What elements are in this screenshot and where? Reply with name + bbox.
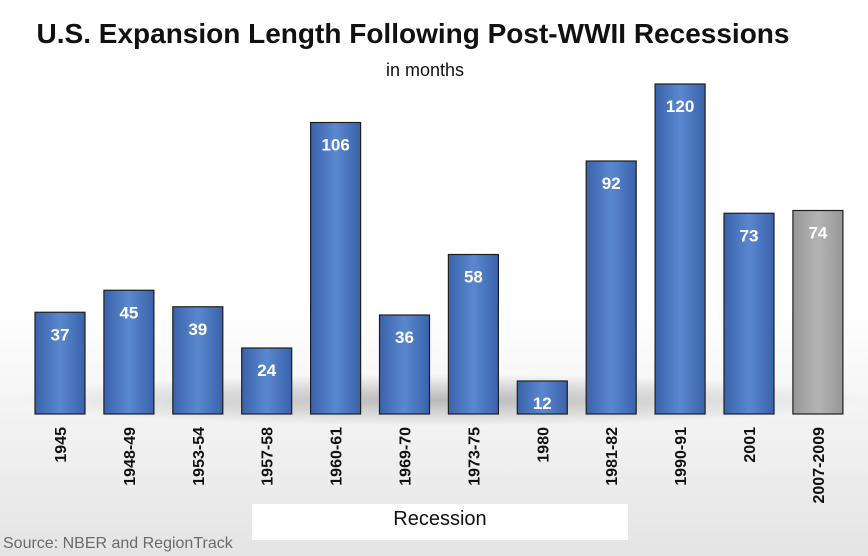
x-tick-label-1960-61: 1960-61 — [329, 427, 346, 486]
x-tick-label-1957-58: 1957-58 — [260, 427, 277, 486]
x-tick-label-1945: 1945 — [53, 427, 70, 463]
bar-2001 — [723, 212, 775, 415]
bar-1948-49 — [103, 289, 155, 415]
x-tick-labels: 1945 1948-49 1953-54 1957-58 1960-61 1969-70 1… — [53, 427, 828, 504]
bar-1957-58 — [241, 347, 293, 415]
data-label-2001: 73 — [740, 226, 759, 245]
data-label-1990-91: 120 — [666, 97, 694, 116]
bar-1990-91 — [654, 83, 706, 415]
x-tick-label-1948-49: 1948-49 — [122, 427, 139, 486]
data-labels-layer: 37 45 39 24 106 36 58 12 92 120 73 74 — [51, 97, 828, 413]
data-label-1969-70: 36 — [395, 328, 414, 347]
x-tick-label-2001: 2001 — [742, 427, 759, 463]
bar-1960-61 — [310, 121, 362, 415]
chart-subtitle: in months — [385, 60, 465, 80]
bar-2007-2009 — [792, 209, 844, 415]
bars-layer — [10, 83, 868, 426]
data-label-1948-49: 45 — [119, 303, 138, 322]
x-tick-label-1980: 1980 — [535, 427, 552, 463]
data-label-1953-54: 39 — [188, 320, 207, 339]
data-label-1960-61: 106 — [321, 136, 349, 155]
bar-1969-70 — [378, 314, 431, 415]
x-tick-label-1973-75: 1973-75 — [466, 427, 483, 486]
data-label-1981-82: 92 — [602, 174, 621, 193]
x-axis-label-background — [252, 504, 628, 540]
x-tick-label-1953-54: 1953-54 — [191, 427, 208, 486]
source-note: Source: NBER and RegionTrack — [3, 535, 233, 552]
x-tick-label-1990-91: 1990-91 — [673, 427, 690, 486]
data-label-1945: 37 — [51, 325, 70, 344]
bar-1981-82 — [585, 160, 637, 415]
bar-1973-75 — [447, 253, 499, 415]
bar-1953-54 — [172, 306, 224, 415]
x-tick-label-1981-82: 1981-82 — [604, 427, 621, 486]
chart-title: U.S. Expansion Length Following Post-WWI… — [36, 18, 790, 49]
floor-shadow — [10, 374, 868, 426]
data-label-1957-58: 24 — [257, 361, 276, 380]
data-label-1973-75: 58 — [464, 268, 483, 287]
x-axis-label: Recession — [393, 508, 487, 530]
x-tick-label-1969-70: 1969-70 — [398, 427, 415, 486]
bar-1980 — [516, 380, 568, 415]
bar-1945 — [34, 311, 86, 415]
data-label-1980: 12 — [533, 394, 552, 413]
data-label-2007-2009: 74 — [808, 224, 827, 243]
x-tick-label-2007-2009: 2007-2009 — [811, 427, 828, 504]
